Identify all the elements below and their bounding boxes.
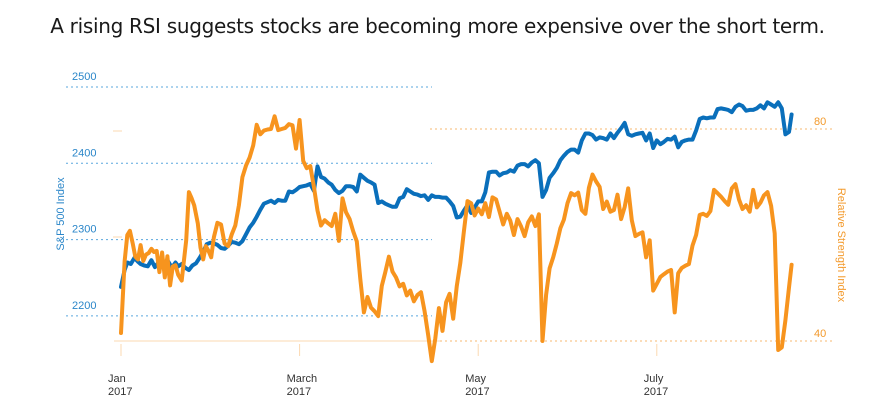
chart-title: A rising RSI suggests stocks are becomin… [50,14,825,38]
left-tick-label: 2200 [72,300,96,312]
left-tick-label: 2300 [72,224,96,236]
x-tick-label-year: 2017 [108,386,132,398]
right-tick-label: 40 [814,328,826,340]
left-axis-title: S&P 500 Index [55,177,67,251]
axis-ticks [113,130,658,356]
x-tick-label-year: 2017 [465,386,489,398]
axis-labels: 25002400230022008040Jan2017March2017May2… [72,71,826,398]
x-tick-label-year: 2017 [644,386,668,398]
left-tick-label: 2500 [72,71,96,83]
x-tick-label-month: May [465,373,486,385]
x-tick-label-month: Jan [108,373,126,385]
x-tick-label-month: July [644,373,664,385]
rsi-line [119,114,794,364]
x-tick-label-month: March [287,373,318,385]
right-axis-title: Relative Strength Index [835,188,847,303]
series-lines [119,100,794,364]
left-tick-label: 2400 [72,147,96,159]
x-tick-label-year: 2017 [287,386,311,398]
right-tick-label: 80 [814,116,826,128]
